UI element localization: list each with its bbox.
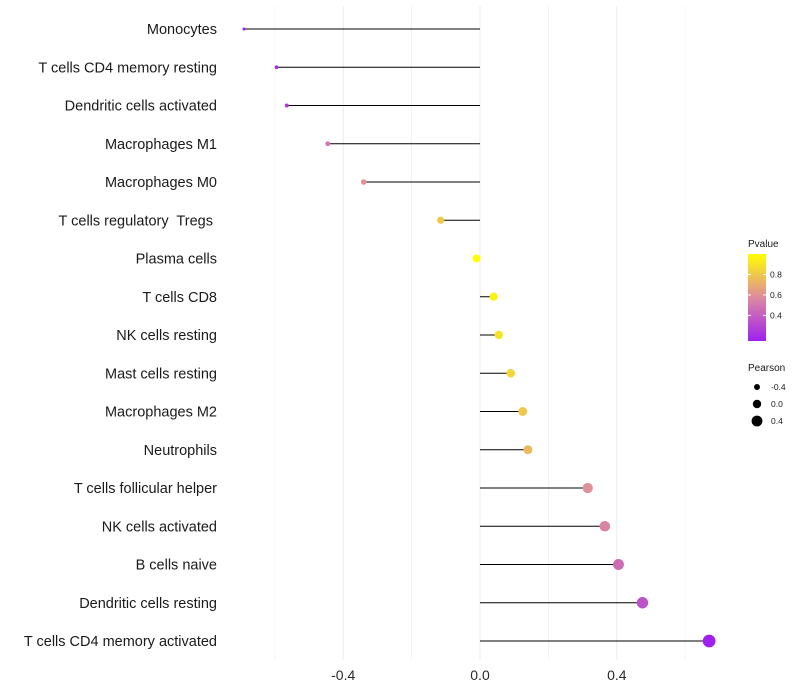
- lollipop-dot: [284, 103, 289, 108]
- category-label: Neutrophils: [144, 443, 217, 459]
- dot-layer: [242, 27, 716, 648]
- category-label: Dendritic cells resting: [79, 596, 217, 612]
- size-legend-dot: [751, 415, 763, 427]
- x-axis-labels: -0.4 0.0 0.4: [331, 667, 627, 683]
- lollipop-dot: [360, 179, 367, 185]
- x-tick-label: 0.0: [470, 667, 490, 683]
- lollipop-dot: [274, 65, 279, 70]
- category-label: Macrophages M2: [105, 405, 217, 421]
- legend: Pvalue 0.8 0.6 0.4 Pearson -0.4 0.0 0.4: [748, 239, 786, 427]
- category-label: T cells regulatory Tregs: [59, 213, 218, 229]
- lollipop-dot: [242, 27, 246, 31]
- x-tick-label: -0.4: [331, 667, 355, 683]
- category-label: Dendritic cells activated: [65, 99, 217, 115]
- category-label: Plasma cells: [136, 252, 217, 268]
- size-legend-title: Pearson: [748, 363, 785, 374]
- lollipop-dot: [472, 254, 481, 263]
- category-label: Monocytes: [147, 22, 217, 38]
- lollipop-dot: [494, 330, 504, 340]
- category-label: T cells CD8: [142, 290, 217, 306]
- lollipop-dot: [702, 634, 716, 648]
- y-axis-labels: Monocytes T cells CD4 memory resting Dendr…: [24, 22, 217, 650]
- size-legend-dot: [752, 399, 762, 409]
- stem-layer: [244, 28, 710, 642]
- lollipop-dot: [582, 482, 593, 494]
- lollipop-dot: [523, 445, 533, 455]
- category-label: NK cells resting: [116, 328, 217, 344]
- color-legend-tick-label: 0.6: [770, 290, 782, 300]
- x-tick-label: 0.4: [607, 667, 627, 683]
- lollipop-dot: [489, 292, 498, 301]
- lollipop-dot: [613, 559, 624, 570]
- color-legend-title: Pvalue: [748, 239, 779, 250]
- lollipop-dot: [437, 216, 445, 224]
- lollipop-dot: [518, 407, 528, 416]
- lollipop-dot: [636, 597, 649, 609]
- category-label: Macrophages M1: [105, 137, 217, 153]
- size-legend-label: -0.4: [771, 382, 786, 392]
- lollipop-dot: [506, 368, 516, 378]
- lollipop-dot: [599, 520, 611, 532]
- color-legend-tick-label: 0.4: [770, 310, 782, 320]
- size-legend-label: 0.4: [771, 416, 783, 426]
- category-label: B cells naive: [136, 558, 217, 574]
- category-label: NK cells activated: [102, 519, 217, 535]
- lollipop-dot: [325, 141, 331, 147]
- color-legend-tick-label: 0.8: [770, 269, 782, 279]
- category-label: T cells follicular helper: [74, 481, 217, 497]
- category-label: T cells CD4 memory activated: [24, 634, 217, 650]
- category-label: Macrophages M0: [105, 175, 217, 191]
- grid-layer: [274, 6, 686, 660]
- size-legend-label: 0.0: [771, 399, 783, 409]
- color-legend-bar: [748, 254, 766, 341]
- category-label: T cells CD4 memory resting: [38, 60, 217, 76]
- size-legend-dot: [754, 384, 760, 390]
- category-label: Mast cells resting: [105, 366, 217, 382]
